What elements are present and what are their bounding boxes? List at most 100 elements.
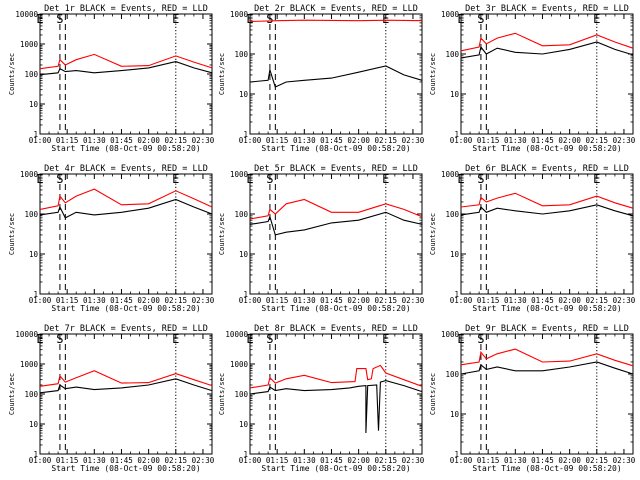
x-tick-label: 01:30: [504, 456, 527, 465]
y-axis-label: Counts/sec: [218, 213, 226, 255]
panel-title: Det 9r BLACK = Events, RED = LLD: [465, 324, 629, 334]
x-tick-label: 01:45: [110, 456, 133, 465]
series-events-line: [249, 65, 423, 88]
y-tick-label: 100: [234, 210, 248, 219]
x-tick-label: 01:00: [239, 136, 262, 145]
x-tick-label: 01:15: [477, 456, 500, 465]
y-tick-label: 1000: [441, 170, 460, 179]
time-marker-label: E: [382, 172, 389, 186]
series-events-line: [39, 198, 213, 219]
series-events-line: [460, 204, 634, 217]
y-tick-label: 1: [454, 130, 459, 139]
x-tick-label: 02:30: [613, 296, 636, 305]
y-tick-label: 100: [234, 390, 248, 399]
series-lld-line: [249, 198, 423, 220]
x-tick-label: 01:00: [29, 456, 52, 465]
time-marker-label: E: [172, 332, 179, 346]
time-marker-label: E: [172, 12, 179, 26]
x-tick-label: 02:15: [375, 456, 398, 465]
y-tick-label: 1000: [230, 360, 249, 369]
x-tick-label: 02:30: [613, 456, 636, 465]
time-marker-label: S: [477, 332, 484, 346]
x-tick-label: 02:15: [165, 296, 188, 305]
y-tick-label: 1: [243, 290, 248, 299]
panel-title: Det 7r BLACK = Events, RED = LLD: [44, 324, 208, 334]
x-tick-label: 02:00: [558, 456, 581, 465]
y-tick-label: 10000: [15, 330, 38, 339]
x-axis-label: Start Time (08-Oct-09 00:58:20): [472, 464, 621, 473]
time-marker-label: S: [56, 172, 63, 186]
y-tick-label: 10: [29, 420, 39, 429]
time-marker-label: E: [593, 332, 600, 346]
x-axis-label: Start Time (08-Oct-09 00:58:20): [261, 304, 410, 313]
x-tick-label: 02:00: [558, 136, 581, 145]
x-tick-label: 01:45: [531, 136, 554, 145]
plot-frame: [249, 173, 423, 295]
x-tick-label: 01:15: [266, 296, 289, 305]
x-tick-label: 02:00: [137, 456, 160, 465]
series-lld-line: [39, 53, 213, 70]
x-tick-label: 02:15: [586, 456, 609, 465]
x-tick-label: 01:30: [504, 136, 527, 145]
y-tick-label: 1000: [20, 170, 39, 179]
y-tick-label: 1000: [441, 330, 460, 339]
x-tick-label: 01:15: [56, 456, 79, 465]
y-tick-label: 10: [239, 90, 249, 99]
time-marker-label: E: [382, 12, 389, 26]
x-tick-label: 01:00: [239, 456, 262, 465]
time-marker-label: S: [266, 172, 273, 186]
x-tick-label: 02:15: [586, 296, 609, 305]
y-tick-label: 1: [243, 130, 248, 139]
x-axis-label: Start Time (08-Oct-09 00:58:20): [472, 304, 621, 313]
x-tick-label: 02:30: [402, 296, 425, 305]
x-tick-label: 01:15: [477, 136, 500, 145]
x-tick-label: 02:30: [402, 136, 425, 145]
y-tick-label: 1: [33, 450, 38, 459]
time-marker-label: E: [457, 332, 464, 346]
plot-frame: [460, 13, 634, 135]
detector-panel-2: Det 2r BLACK = Events, RED = LLD 1 10 100 10…: [218, 4, 425, 153]
x-tick-label: 02:15: [375, 136, 398, 145]
x-tick-label: 02:00: [137, 296, 160, 305]
x-tick-label: 02:00: [347, 136, 370, 145]
y-tick-label: 1: [33, 290, 38, 299]
y-tick-label: 1: [454, 450, 459, 459]
x-tick-label: 02:15: [165, 456, 188, 465]
series-events-line: [249, 211, 423, 236]
time-marker-label: S: [56, 332, 63, 346]
x-tick-label: 01:30: [504, 296, 527, 305]
series-lld-line: [460, 192, 634, 209]
y-tick-label: 10: [29, 100, 39, 109]
plot-frame: [249, 13, 423, 135]
x-tick-label: 01:15: [477, 296, 500, 305]
y-tick-label: 1000: [441, 10, 460, 19]
time-marker-label: E: [593, 172, 600, 186]
time-marker-label: S: [266, 12, 273, 26]
y-axis-label: Counts/sec: [429, 213, 437, 255]
panel-title: Det 5r BLACK = Events, RED = LLD: [254, 164, 418, 174]
series-events-line: [460, 361, 634, 375]
x-axis-label: Start Time (08-Oct-09 00:58:20): [261, 144, 410, 153]
y-tick-label: 10: [450, 90, 460, 99]
y-tick-label: 100: [24, 70, 38, 79]
x-tick-label: 02:30: [613, 136, 636, 145]
detector-panel-4: Det 4r BLACK = Events, RED = LLD 1 10 100 10…: [8, 164, 215, 313]
y-tick-label: 1: [33, 130, 38, 139]
y-tick-label: 10000: [15, 10, 38, 19]
x-tick-label: 01:45: [320, 296, 343, 305]
y-tick-label: 1: [243, 450, 248, 459]
series-lld-line: [460, 348, 634, 367]
panel-title: Det 1r BLACK = Events, RED = LLD: [44, 4, 208, 14]
x-tick-label: 01:15: [56, 136, 79, 145]
x-tick-label: 01:15: [266, 456, 289, 465]
detector-panel-3: Det 3r BLACK = Events, RED = LLD 1 10 100 10…: [429, 4, 636, 153]
x-tick-label: 01:00: [450, 296, 473, 305]
plot-frame: [460, 173, 634, 295]
y-tick-label: 10: [450, 250, 460, 259]
x-tick-label: 01:45: [110, 136, 133, 145]
y-tick-label: 10: [29, 250, 39, 259]
y-tick-label: 10000: [225, 330, 248, 339]
x-tick-label: 01:00: [239, 296, 262, 305]
x-axis-label: Start Time (08-Oct-09 00:58:20): [51, 144, 200, 153]
